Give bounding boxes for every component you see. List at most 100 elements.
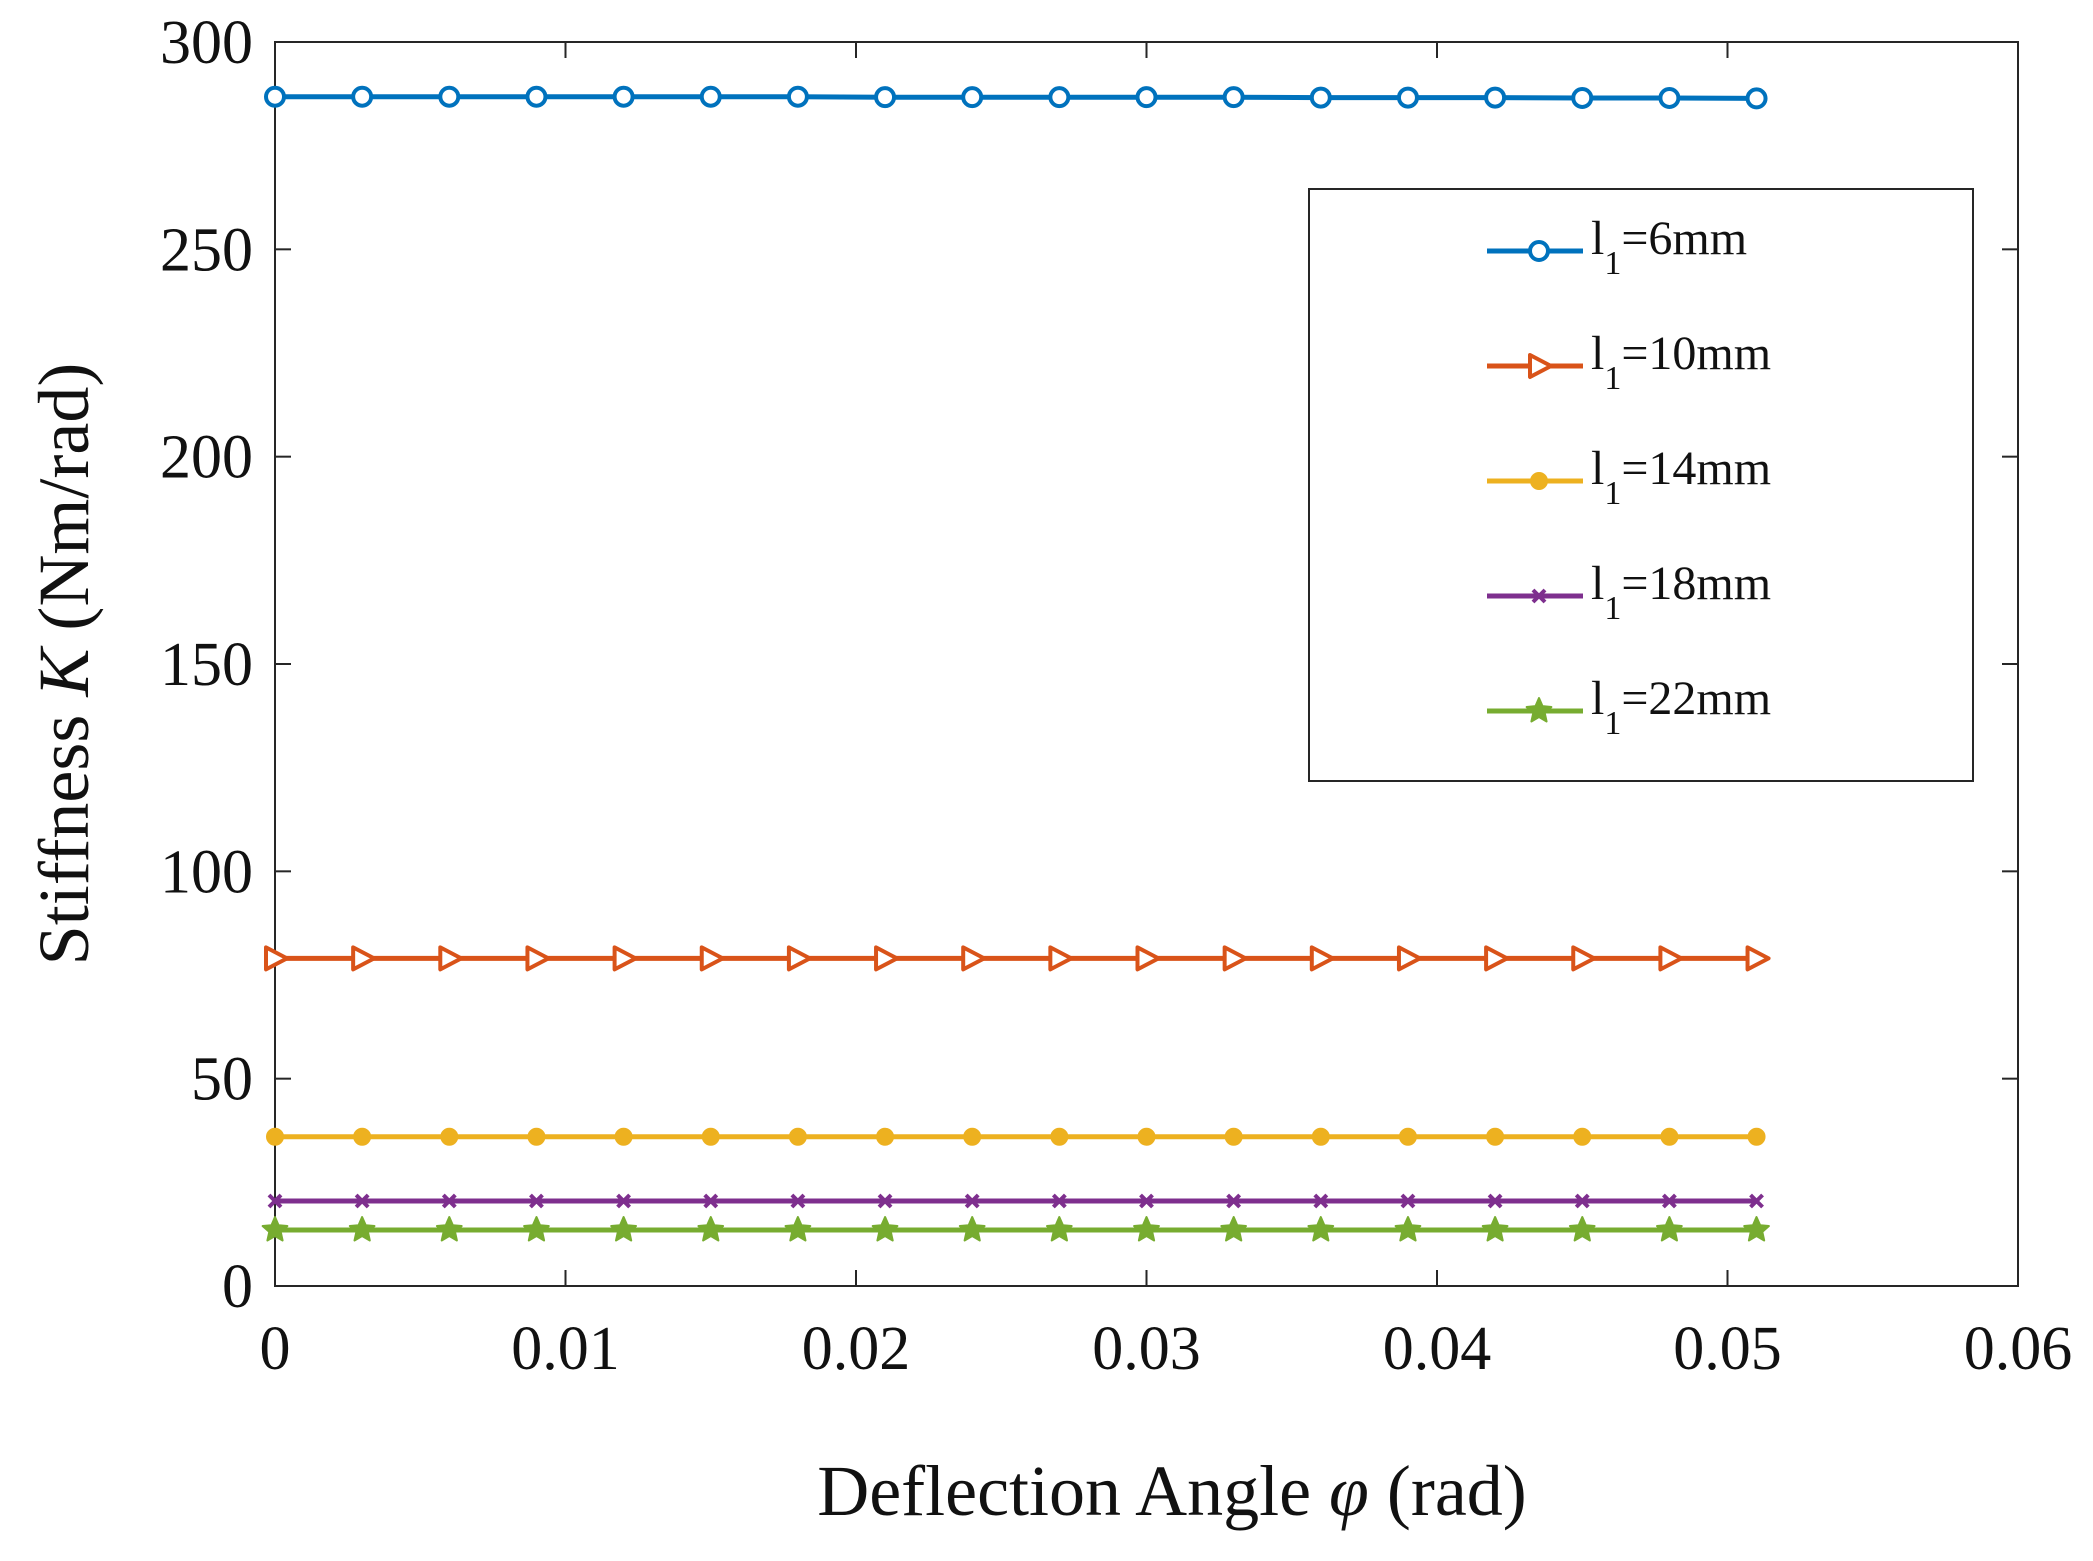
legend-item: l1=22mm xyxy=(1487,672,1771,742)
data-point xyxy=(701,1127,720,1146)
data-point xyxy=(786,945,812,972)
data-point xyxy=(958,1216,986,1242)
legend-swatch-marker xyxy=(1530,472,1548,490)
legend-label-rest: =14mm xyxy=(1621,442,1771,495)
data-point xyxy=(1745,87,1768,110)
data-point xyxy=(874,945,900,972)
data-point xyxy=(1568,1216,1596,1242)
data-point xyxy=(1747,1127,1766,1146)
data-point xyxy=(1311,1127,1330,1146)
data-point xyxy=(1222,86,1245,109)
data-point xyxy=(1309,86,1332,109)
data-point xyxy=(1571,945,1597,972)
data-point xyxy=(1048,945,1074,972)
series-layer xyxy=(261,85,1771,1242)
data-point xyxy=(1051,1193,1067,1209)
data-point xyxy=(616,1193,632,1209)
data-point xyxy=(351,85,374,108)
data-point xyxy=(1486,1127,1505,1146)
data-point xyxy=(1745,945,1771,972)
x-tick-label: 0.03 xyxy=(1092,1315,1201,1383)
data-point xyxy=(1396,86,1419,109)
data-point xyxy=(1749,1193,1764,1209)
series-4 xyxy=(261,1216,1770,1242)
data-point xyxy=(1400,1193,1416,1209)
y-axis-title-prefix: Stiffness xyxy=(24,697,104,966)
axis-ticks: 0 0.01 0.02 0.03 0.04 0.05 0.06 0 50 100 150 200 250… xyxy=(160,9,2072,1383)
data-point xyxy=(523,1216,550,1242)
y-tick-label: 300 xyxy=(160,9,253,77)
legend-label-base: l xyxy=(1591,327,1604,380)
legend-swatch-marker xyxy=(1528,353,1553,379)
data-point xyxy=(784,1216,812,1242)
data-point xyxy=(1133,1216,1160,1242)
legend-label-base: l xyxy=(1591,672,1604,725)
data-point xyxy=(1743,1216,1770,1242)
data-point xyxy=(699,85,722,108)
y-tick-label: 200 xyxy=(160,424,253,492)
x-axis-title-symbol: φ xyxy=(1329,1451,1369,1531)
x-axis-title: Deflection Angle φ (rad) xyxy=(817,1451,1527,1531)
data-point xyxy=(527,1127,546,1146)
legend-label: l1=14mm xyxy=(1591,442,1771,512)
data-point xyxy=(1220,1216,1247,1242)
x-axis-title-prefix: Deflection Angle xyxy=(817,1451,1329,1531)
legend-swatch-marker xyxy=(1525,697,1553,723)
y-axis-title-suffix: (Nm/rad) xyxy=(24,363,104,649)
y-tick-label: 250 xyxy=(160,216,253,284)
data-point xyxy=(1656,1216,1683,1242)
legend-label-base: l xyxy=(1591,212,1604,265)
data-point xyxy=(1396,945,1422,972)
legend-label-rest: =22mm xyxy=(1621,672,1771,725)
y-tick-label: 100 xyxy=(160,838,253,906)
x-tick-label: 0.06 xyxy=(1964,1315,2073,1383)
data-point xyxy=(264,945,289,972)
data-point xyxy=(1139,1193,1154,1209)
data-point xyxy=(435,1216,463,1242)
legend-swatch-marker xyxy=(1528,240,1550,262)
data-point xyxy=(354,1193,370,1209)
data-point xyxy=(1309,945,1335,972)
data-point xyxy=(876,1127,895,1146)
y-axis-title: Stiffness K (Nm/rad) xyxy=(24,363,104,966)
data-point xyxy=(267,1193,283,1209)
data-point xyxy=(1046,1216,1073,1242)
series-line xyxy=(275,94,1757,101)
legend-label-base: l xyxy=(1591,442,1604,495)
data-point xyxy=(786,85,809,108)
data-point xyxy=(1048,86,1071,109)
x-tick-label: 0.04 xyxy=(1383,1315,1492,1383)
data-point xyxy=(614,1127,633,1146)
legend-label: l1=10mm xyxy=(1591,327,1771,397)
data-point xyxy=(525,85,548,108)
data-point xyxy=(525,945,551,972)
data-point xyxy=(1222,945,1248,972)
data-point xyxy=(1050,1127,1069,1146)
legend-label-subscript: 1 xyxy=(1604,590,1621,627)
legend-swatch-marker xyxy=(1531,588,1547,604)
data-point xyxy=(699,945,725,972)
data-point xyxy=(697,1216,725,1242)
data-point xyxy=(261,1216,289,1242)
data-point xyxy=(440,1127,459,1146)
legend-box xyxy=(1308,188,1974,782)
data-point xyxy=(351,945,377,972)
legend-item: l1=18mm xyxy=(1487,557,1771,627)
legend-label: l1=18mm xyxy=(1591,557,1771,627)
data-point xyxy=(353,1127,372,1146)
legend-label-subscript: 1 xyxy=(1604,705,1621,742)
legend-label-subscript: 1 xyxy=(1604,360,1621,397)
data-point xyxy=(1484,945,1510,972)
data-point xyxy=(961,945,987,972)
legend-label-rest: =6mm xyxy=(1621,212,1747,265)
data-point xyxy=(788,1127,807,1146)
data-point xyxy=(264,85,286,108)
data-point xyxy=(348,1216,376,1242)
data-point xyxy=(877,1193,893,1209)
data-point xyxy=(871,1216,899,1242)
legend-label-base: l xyxy=(1591,557,1604,610)
data-point xyxy=(441,1193,457,1209)
y-tick-label: 50 xyxy=(191,1046,253,1114)
